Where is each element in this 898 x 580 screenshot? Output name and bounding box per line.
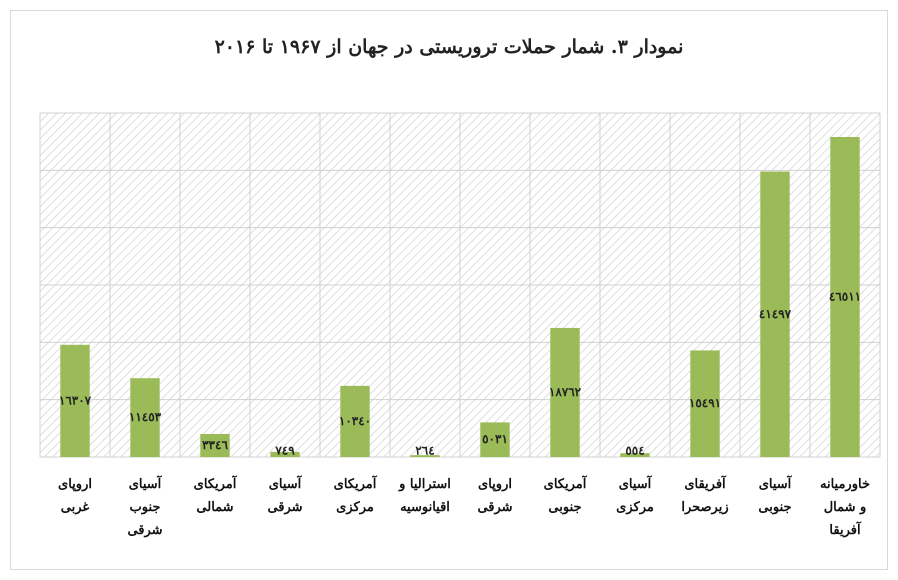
x-tick-label: آمریکای جنوبی <box>543 477 587 515</box>
x-tick-label: آسیای مرکزی <box>616 477 654 515</box>
bar <box>340 385 370 457</box>
bar <box>410 455 440 457</box>
value-label: ١٥٤٩١ <box>689 396 721 410</box>
value-label: ١١٤٥٣ <box>129 410 162 424</box>
value-label: ٧٤٩ <box>274 444 295 458</box>
value-label: ٥٥٤ <box>625 444 644 458</box>
bar <box>550 327 580 457</box>
x-tick-label: اروپای غربی <box>58 477 92 515</box>
bar <box>200 433 230 457</box>
x-tick-label: آسیای شرقی <box>267 477 303 515</box>
value-label: ٤٦٥١١ <box>829 290 861 304</box>
x-tick-label: آسیای جنوبی <box>758 477 792 515</box>
bar <box>270 451 300 457</box>
value-label: ٥٠٣١ <box>482 432 508 446</box>
x-tick-label: آسیای جنوب شرقی <box>127 477 163 538</box>
value-label: ١٦٣٠٧ <box>59 393 92 407</box>
bar <box>830 137 860 457</box>
value-label: ٣٣٤٦ <box>202 438 228 452</box>
bar <box>130 378 160 457</box>
x-tick-label: استرالیا و اقیانوسیه <box>399 477 451 515</box>
value-label: ١٨٧٦٢ <box>549 385 582 399</box>
x-tick-label: آفریقای زیرصحرا <box>681 477 729 515</box>
value-label: ٤١٤٩٧ <box>759 307 792 321</box>
chart-title: نمودار ۳. شمار حملات تروریستی در جهان از… <box>214 36 684 58</box>
bar <box>60 344 90 457</box>
x-tick-label: آمریکای شمالی <box>193 477 237 515</box>
bar <box>480 422 510 457</box>
x-tick-label: اروپای شرقی <box>477 477 513 515</box>
value-label: ٢٦٤ <box>415 444 434 458</box>
bar <box>690 350 720 457</box>
x-tick-label: خاورمیانه و شمال آفریقا <box>820 477 870 538</box>
bar <box>620 453 650 457</box>
value-label: ١٠٣٤٠ <box>339 414 371 428</box>
bar <box>760 171 790 457</box>
x-tick-label: آمریکای مرکزی <box>333 477 377 515</box>
